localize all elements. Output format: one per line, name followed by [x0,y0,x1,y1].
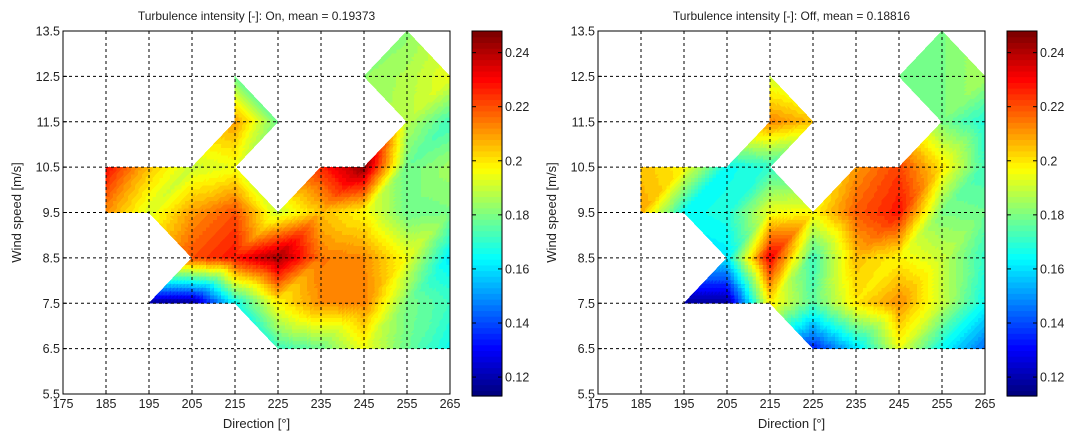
contour-patch [309,344,315,349]
contour-surface [105,30,451,350]
contour-patch [309,310,315,316]
contour-patch [298,344,304,349]
contour-patch [352,344,358,349]
contour-patch [305,344,311,349]
contour-patch [291,344,297,349]
contour-patch [302,318,308,323]
contour-patch [280,344,286,349]
contour-patch [313,306,319,312]
contour-patch [306,314,311,320]
contour-patch [334,344,340,349]
contour-patch [323,344,329,349]
contour-patch [284,336,290,342]
contour-patch [299,321,304,327]
contour-patch [288,333,294,339]
contour-patch [277,344,283,350]
contour-patch [295,325,301,331]
contour-patch [288,344,293,349]
plot-1: 175 185 195 205 215 225 235 245 255 2655.56.57.58… [9,9,529,431]
contour-patch [281,340,286,346]
contour-patch [341,344,347,349]
contour-patch [292,329,297,335]
